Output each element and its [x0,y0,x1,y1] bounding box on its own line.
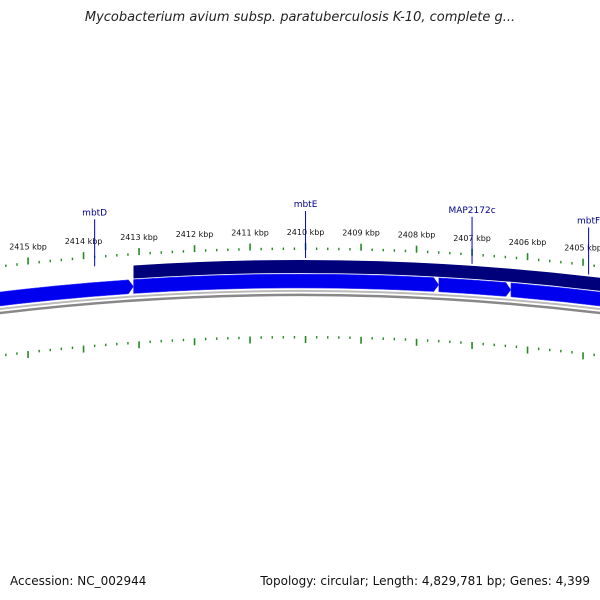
forward-strand-track [0,273,600,307]
gene-arrow-mbtD [0,279,134,307]
tick-label: 2413 kbp [120,233,158,242]
backbone-outer-line [0,293,600,315]
tick-label: 2409 kbp [342,229,380,238]
inner-tick-ring [5,336,595,360]
tick-label: 2408 kbp [398,231,436,240]
gene-label-mbtE: mbtE [294,200,318,210]
backbone-inner-line [0,289,600,311]
tick-label: 2415 kbp [9,242,47,251]
map-title: Mycobacterium avium subsp. paratuberculo… [84,10,516,25]
tick-label: 2406 kbp [509,238,547,247]
tick-label: 2414 kbp [65,237,103,246]
gene-label-mbtD: mbtD [82,208,107,218]
genome-summary: Topology: circular; Length: 4,829,781 bp… [260,574,590,588]
gene-arrow-mbtF [510,282,600,307]
gene-labels: mbtD mbtE MAP2172c mbtF [82,200,600,275]
gene-arrow-MAP2172c [438,277,512,297]
reverse-strand-track [133,260,600,291]
reverse-gene-block [133,260,600,291]
accession-label: Accession: NC_002944 [10,574,147,588]
tick-label: 2412 kbp [176,230,214,239]
gene-label-MAP2172c: MAP2172c [448,206,495,216]
gene-arrow-mbtE [133,273,440,294]
backbone-ring [0,289,600,315]
gene-label-mbtF: mbtF [577,216,600,226]
tick-label: 2405 kbp [564,244,600,253]
tick-label: 2411 kbp [231,228,269,237]
